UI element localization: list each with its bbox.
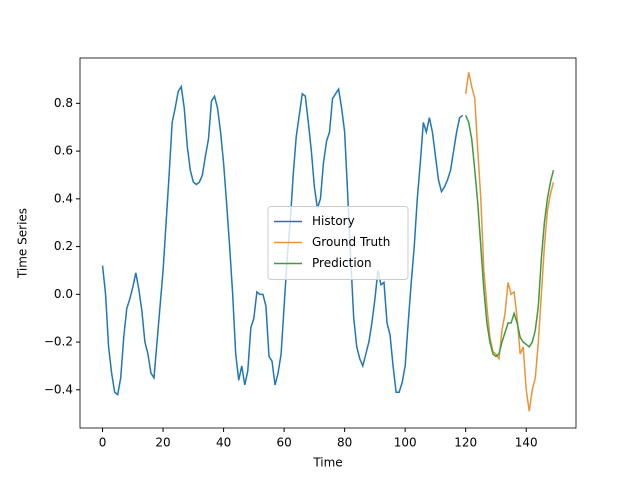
y-axis-label: Time Series [16, 208, 30, 279]
legend-label: Ground Truth [312, 235, 390, 249]
x-axis-label: Time [312, 456, 342, 470]
x-tick-label: 60 [276, 436, 291, 450]
legend-box [267, 206, 409, 280]
legend-label: Prediction [312, 256, 372, 270]
x-tick-label: 100 [394, 436, 417, 450]
y-tick-label: −0.4 [44, 382, 73, 396]
x-tick-label: 120 [454, 436, 477, 450]
series-line [465, 114, 555, 358]
y-tick-label: 0.0 [54, 287, 73, 301]
y-tick-label: −0.2 [44, 335, 73, 349]
series-line [101, 84, 464, 396]
x-tick-label: 40 [216, 436, 231, 450]
y-tick-label: 0.4 [54, 191, 73, 205]
x-tick-label: 140 [515, 436, 538, 450]
x-tick-label: 0 [99, 436, 107, 450]
x-tick-label: 80 [337, 436, 352, 450]
y-tick-label: 0.6 [54, 144, 73, 158]
legend-label: History [312, 214, 355, 228]
x-tick-label: 20 [155, 436, 170, 450]
series-line [464, 72, 555, 412]
y-tick-label: 0.8 [54, 96, 73, 110]
plot-frame [79, 57, 577, 429]
legend: History Ground Truth Prediction [267, 206, 409, 280]
y-tick-label: 0.2 [54, 239, 73, 253]
